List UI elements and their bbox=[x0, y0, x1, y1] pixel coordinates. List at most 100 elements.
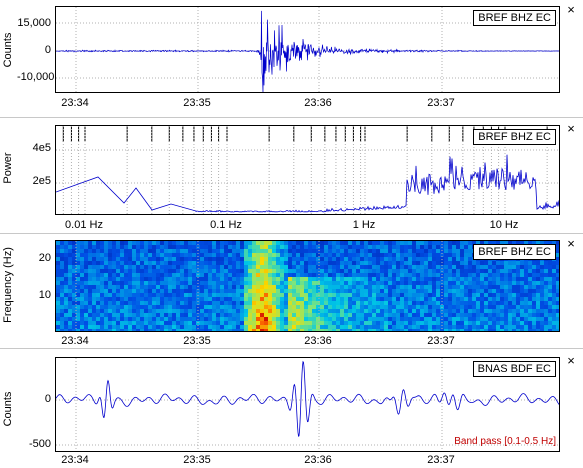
spectrogram-cell bbox=[176, 241, 180, 245]
spectrogram-cell bbox=[452, 249, 456, 253]
spectrogram-cell bbox=[176, 325, 180, 329]
spectrogram-cell bbox=[228, 297, 232, 301]
spectrogram-cell bbox=[128, 285, 132, 289]
spectrogram-cell bbox=[100, 253, 104, 257]
spectrogram-cell bbox=[460, 285, 464, 289]
spectrogram-cell bbox=[192, 261, 196, 265]
spectrum-xtick: 1 Hz bbox=[352, 219, 376, 231]
spectrogram-cell bbox=[492, 269, 496, 273]
spectrogram-cell bbox=[556, 325, 559, 329]
spectrogram-cell bbox=[152, 261, 156, 265]
spectrogram-cell bbox=[344, 257, 348, 261]
spectrogram-cell bbox=[84, 325, 88, 329]
spectrogram-cell bbox=[448, 309, 452, 313]
spectrogram-cell bbox=[88, 281, 92, 285]
spectrogram-cell bbox=[88, 261, 92, 265]
spectrogram-cell bbox=[376, 297, 380, 301]
spectrogram-cell bbox=[164, 293, 168, 297]
spectrogram-cell bbox=[340, 257, 344, 261]
spectrogram-cell bbox=[476, 301, 480, 305]
spectrogram-cell bbox=[532, 329, 536, 331]
spectrogram-cell bbox=[120, 265, 124, 269]
spectrogram-cell bbox=[184, 261, 188, 265]
spectrogram-cell bbox=[364, 313, 368, 317]
spectrogram-cell bbox=[244, 285, 248, 289]
spectrogram-cell bbox=[68, 289, 72, 293]
spectrogram-cell bbox=[92, 281, 96, 285]
spectrogram-cell bbox=[280, 309, 284, 313]
spectrogram-cell bbox=[164, 325, 168, 329]
spectrogram-cell bbox=[280, 269, 284, 273]
spectrogram-cell bbox=[448, 257, 452, 261]
spectrogram-cell bbox=[532, 289, 536, 293]
spectrogram-cell bbox=[192, 317, 196, 321]
spectrogram-cell bbox=[416, 241, 420, 245]
spectrogram-cell bbox=[484, 265, 488, 269]
spectrogram-cell bbox=[112, 245, 116, 249]
spectrogram-cell bbox=[116, 257, 120, 261]
spectrogram-cell bbox=[412, 249, 416, 253]
spectrogram-cell bbox=[380, 293, 384, 297]
spectrogram-cell bbox=[496, 305, 500, 309]
spectrogram-cell bbox=[376, 305, 380, 309]
spectrogram-cell bbox=[360, 313, 364, 317]
spectrogram-cell bbox=[356, 313, 360, 317]
spectrogram-cell bbox=[108, 293, 112, 297]
spectrogram-cell bbox=[312, 245, 316, 249]
spectrogram-cell bbox=[296, 245, 300, 249]
spectrogram-cell bbox=[256, 281, 260, 285]
spectrogram-cell bbox=[224, 241, 228, 245]
spectrogram-cell bbox=[424, 309, 428, 313]
spectrogram-cell bbox=[500, 261, 504, 265]
spectrogram-cell bbox=[452, 313, 456, 317]
spectrogram-cell bbox=[380, 249, 384, 253]
close-icon[interactable]: × bbox=[567, 2, 575, 17]
spectrogram-cell bbox=[220, 241, 224, 245]
spectrogram-cell bbox=[508, 329, 512, 331]
spectrogram-cell bbox=[256, 285, 260, 289]
spectrogram-cell bbox=[60, 293, 64, 297]
spectrogram-cell bbox=[448, 313, 452, 317]
spectrogram-cell bbox=[324, 249, 328, 253]
spectrogram-cell bbox=[452, 245, 456, 249]
spectrogram-cell bbox=[356, 329, 360, 331]
close-icon[interactable]: × bbox=[567, 353, 575, 368]
spectrogram-cell bbox=[460, 269, 464, 273]
spectrogram-cell bbox=[220, 317, 224, 321]
spectrogram-cell bbox=[444, 309, 448, 313]
spectrogram-cell bbox=[552, 317, 556, 321]
spectrogram-cell bbox=[200, 261, 204, 265]
spectrogram-cell bbox=[68, 257, 72, 261]
spectrogram-cell bbox=[424, 305, 428, 309]
spectrogram-cell bbox=[420, 273, 424, 277]
spectrogram-cell bbox=[328, 301, 332, 305]
spectrogram-cell bbox=[284, 301, 288, 305]
spectrogram-cell bbox=[520, 321, 524, 325]
spectrogram-cell bbox=[132, 269, 136, 273]
spectrogram-cell bbox=[428, 273, 432, 277]
spectrogram-cell bbox=[144, 309, 148, 313]
spectrogram-cell bbox=[56, 285, 60, 289]
spectrogram-cell bbox=[332, 313, 336, 317]
spectrogram-cell bbox=[332, 277, 336, 281]
spectrogram-cell bbox=[520, 301, 524, 305]
close-icon[interactable]: × bbox=[567, 121, 575, 136]
spectrogram-cell bbox=[544, 317, 548, 321]
spectrogram-cell bbox=[220, 261, 224, 265]
spectrogram-cell bbox=[88, 325, 92, 329]
spectrogram-cell bbox=[312, 269, 316, 273]
close-icon[interactable]: × bbox=[567, 236, 575, 251]
spectrogram-cell bbox=[128, 257, 132, 261]
spectrogram-cell bbox=[332, 301, 336, 305]
spectrogram-cell bbox=[516, 269, 520, 273]
spectrogram-cell bbox=[168, 325, 172, 329]
spectrogram-cell bbox=[272, 241, 276, 245]
spectrogram-cell bbox=[436, 329, 440, 331]
spectrogram-cell bbox=[508, 325, 512, 329]
spectrogram-cell bbox=[280, 285, 284, 289]
spectrogram-cell bbox=[344, 281, 348, 285]
spectrogram-cell bbox=[268, 257, 272, 261]
spectrogram-cell bbox=[204, 245, 208, 249]
spectrogram-cell bbox=[472, 325, 476, 329]
spectrogram-cell bbox=[552, 325, 556, 329]
